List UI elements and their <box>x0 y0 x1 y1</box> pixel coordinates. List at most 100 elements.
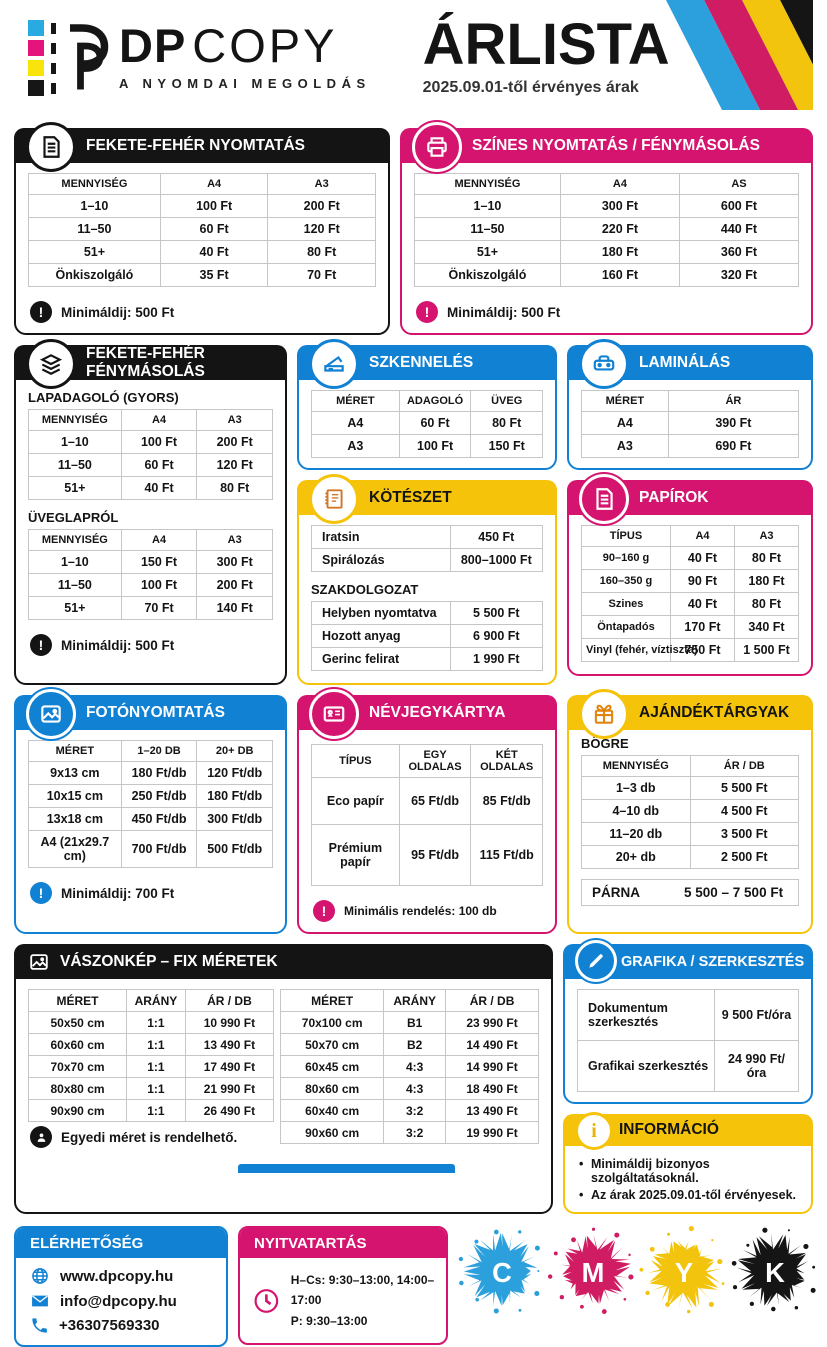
table-cell: 14 490 Ft <box>445 1033 539 1056</box>
table-cell: Önkiszolgáló <box>28 263 161 287</box>
table-cell: 80x60 cm <box>280 1077 385 1100</box>
table-cell: 90–160 g <box>581 546 671 570</box>
table-cell: Dokumentum szerkesztés <box>576 989 716 1041</box>
column-header: A4 <box>669 525 735 547</box>
table-cell: 120 Ft/db <box>196 761 273 785</box>
table-cell: 60x40 cm <box>280 1099 385 1122</box>
magenta-square <box>28 40 44 56</box>
table-cell: 90x60 cm <box>280 1121 385 1144</box>
table-cell: 11–50 <box>28 453 122 477</box>
alert-icon: ! <box>30 301 52 323</box>
column-header: EGY OLDALAS <box>398 744 472 778</box>
column-header: A3 <box>267 173 376 195</box>
table-cell: Prémium papír <box>311 824 400 886</box>
table-cell: 450 Ft/db <box>120 807 198 831</box>
table-row: 10x15 cm 250 Ft/db 180 Ft/db <box>28 784 273 808</box>
table-cell: 18 490 Ft <box>445 1077 539 1100</box>
table-cell: 100 Ft <box>398 434 472 458</box>
column-header: 1–20 DB <box>120 740 198 762</box>
photo-icon <box>26 689 76 739</box>
info-icon: i <box>575 1112 613 1150</box>
table-header-row: MÉRET ARÁNY ÁR / DB <box>27 989 275 1012</box>
table-cell: Öntapadós <box>581 615 671 639</box>
table-cell: Helyben nyomtatva <box>311 601 451 625</box>
cyan-square <box>28 20 44 36</box>
column-header: TÍPUS <box>311 744 400 778</box>
table-cell: 200 Ft <box>196 430 273 454</box>
table-cell: 50x50 cm <box>27 1011 128 1034</box>
table-cell: 100 Ft <box>120 573 198 597</box>
table-cell: 1–10 <box>28 550 122 574</box>
table-cell: 11–20 db <box>581 822 691 846</box>
table-cell: 70x100 cm <box>280 1011 385 1034</box>
table-cell: Vinyl (fehér, víztiszta) <box>581 638 698 662</box>
table-cell: 65 Ft/db <box>398 777 472 825</box>
title-block: ÁRLISTA 2025.09.01-től érvényes árak <box>423 16 670 97</box>
table-cell: Gerinc felirat <box>311 647 451 671</box>
column-header: ARÁNY <box>126 989 186 1012</box>
brand-tagline: A NYOMDAI MEGOLDÁS <box>119 76 371 91</box>
table-cell: 220 Ft <box>559 217 680 241</box>
table-row: 9x13 cm 180 Ft/db 120 Ft/db <box>28 761 273 785</box>
table-cell: 120 Ft <box>267 217 376 241</box>
column-header: MÉRET <box>28 740 122 762</box>
table-cell: 80 Ft <box>733 592 800 616</box>
table-header-row: MÉRET 1–20 DB 20+ DB <box>28 740 273 762</box>
table-row: Öntapadós 170 Ft 340 Ft <box>581 615 800 639</box>
table-cell: 11–50 <box>414 217 561 241</box>
table-cell: 1–10 <box>28 194 161 218</box>
column-header: MENNYISÉG <box>581 755 691 777</box>
table-header-row: MÉRET ADAGOLÓ ÜVEG <box>311 390 543 412</box>
table-row: 51+ 70 Ft 140 Ft <box>28 596 273 620</box>
table-cell: 500 Ft/db <box>196 830 273 868</box>
table-cell: 9x13 cm <box>28 761 122 785</box>
table-cell: 51+ <box>28 596 122 620</box>
table-row: A4 60 Ft 80 Ft <box>311 411 543 435</box>
table-cell: A3 <box>581 434 669 458</box>
table-cell: 50x70 cm <box>280 1033 385 1056</box>
yellow-square <box>28 60 44 76</box>
table-cell: 600 Ft <box>678 194 800 218</box>
table-cell: 70x70 cm <box>27 1055 128 1078</box>
column-header: A4 <box>159 173 269 195</box>
column-header: MÉRET <box>311 390 400 412</box>
contact-title: ELÉRHETŐSÉG <box>16 1228 226 1258</box>
table-row: 4–10 db 4 500 Ft <box>581 799 799 823</box>
table-cell: Spirálozás <box>311 548 451 572</box>
section-photo-print: FOTÓNYOMTATÁS MÉRET 1–20 DB 20+ DB 9x13 cm 1… <box>14 689 287 934</box>
table-cell: 4 500 Ft <box>689 799 799 823</box>
column-header: MÉRET <box>27 989 128 1012</box>
table-cell: 160–350 g <box>581 569 671 593</box>
table-cell: Szines <box>581 592 671 616</box>
table-row: 60x60 cm 1:1 13 490 Ft <box>27 1033 275 1056</box>
table-cell: 80 Ft <box>267 240 376 264</box>
column-header: ADAGOLÓ <box>398 390 472 412</box>
column-header: ARÁNY <box>383 989 447 1012</box>
table-header-row: MENNYISÉG A4 A3 <box>28 173 376 195</box>
table-row: 51+ 40 Ft 80 Ft <box>28 240 376 264</box>
table-cell: 1–3 db <box>581 776 691 800</box>
info-bullet: Minimáldij bizonyos szolgáltatásoknál. <box>579 1157 799 1185</box>
table-cell: 51+ <box>28 240 161 264</box>
header: DP COPY A NYOMDAI MEGOLDÁS ÁRLISTA 2025.0… <box>14 0 813 118</box>
valid-from-subtitle: 2025.09.01-től érvényes árak <box>422 79 639 96</box>
table-cell: 80 Ft <box>196 476 273 500</box>
table-cell: 4:3 <box>383 1055 447 1078</box>
table-cell: 800–1000 Ft <box>449 548 544 572</box>
table-cell: 140 Ft <box>196 596 273 620</box>
document-icon <box>26 122 76 172</box>
alert-icon: ! <box>30 634 52 656</box>
column-header: ÁR / DB <box>689 755 799 777</box>
table-row: A3 690 Ft <box>581 434 800 458</box>
scanner-icon <box>309 339 359 389</box>
table-row: 51+ 180 Ft 360 Ft <box>414 240 800 264</box>
svg-text:M: M <box>582 1257 605 1288</box>
table-cell: 1–10 <box>414 194 561 218</box>
table-row: 51+ 40 Ft 80 Ft <box>28 476 273 500</box>
table-cell: 180 Ft <box>733 569 800 593</box>
page-title: ÁRLISTA <box>422 12 670 77</box>
table-cell: 11–50 <box>28 217 161 241</box>
section-laminate: LAMINÁLÁS MÉRET ÁR A4 390 Ft A3 690 Ft <box>567 339 813 470</box>
brand-copy: COPY <box>192 19 338 72</box>
subsection-label: ÜVEGLAPRÓL <box>28 510 119 525</box>
